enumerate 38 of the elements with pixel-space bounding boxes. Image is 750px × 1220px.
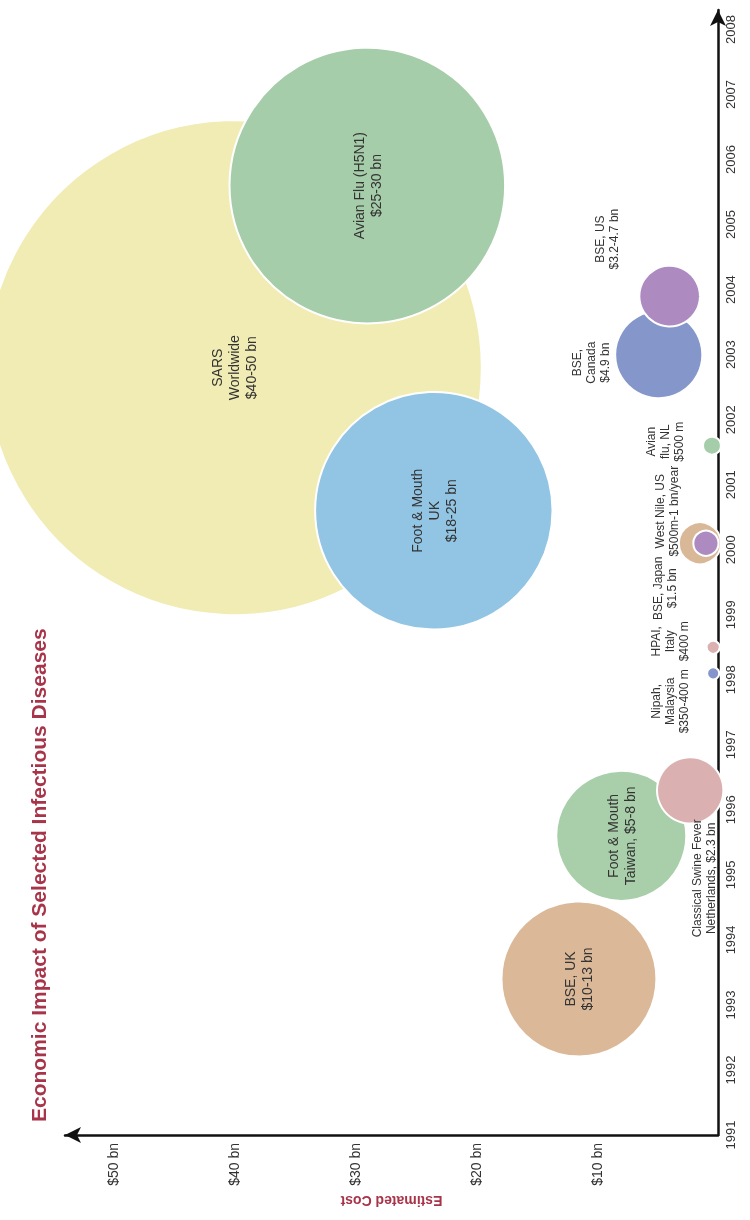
y-tick-label: 1996: [723, 795, 738, 825]
x-tick-label: $10 bn: [589, 1143, 606, 1186]
y-tick-label: 2008: [723, 15, 738, 44]
y-tick-label: 1994: [723, 925, 738, 955]
y-tick-label: 1999: [723, 600, 738, 630]
data-label: Nipah, Malaysia $350-400 m: [649, 669, 692, 734]
y-tick-label: 2007: [723, 80, 738, 109]
y-tick-label: 2000: [723, 535, 738, 565]
data-label: Foot & Mouth UK $18-25 bn: [408, 468, 459, 553]
data-label: Avian Flu (H5N1) $25-30 bn: [350, 132, 384, 240]
y-tick-label: 2005: [723, 210, 738, 240]
data-label: BSE, Japan $1.5 bn: [650, 556, 679, 620]
data-label: BSE, Canada $4.9 bn: [569, 341, 612, 384]
y-tick-label: 2001: [723, 470, 738, 500]
y-tick-label: 1993: [723, 990, 738, 1020]
y-tick-label: 1992: [723, 1055, 738, 1085]
data-label: HPAI, Italy $400 m: [649, 621, 692, 662]
x-axis-title: Estimated Cost: [340, 1192, 443, 1209]
data-label: SARS Worldwide $40-50 bn: [209, 334, 260, 401]
y-tick-label: 2002: [723, 405, 738, 435]
y-tick-label: 2003: [723, 340, 738, 370]
y-tick-label: 2004: [723, 275, 738, 305]
data-label: BSE, UK $10-13 bn: [562, 947, 596, 1011]
data-label: Avian flu, NL $500 m: [643, 421, 686, 462]
x-tick-label: $50 bn: [105, 1143, 122, 1186]
y-tick-label: 1995: [723, 860, 738, 890]
x-tick-label: $30 bn: [347, 1143, 364, 1186]
y-tick-label: 1991: [723, 1120, 738, 1150]
text: Economic Impact of Selected Infectious Diseases: [26, 628, 50, 1122]
x-tick-label: $40 bn: [226, 1143, 243, 1186]
y-tick-label: 2006: [723, 145, 738, 175]
data-label: BSE, US $3.2-4.7 bn: [592, 208, 621, 270]
x-tick-label: $20 bn: [468, 1143, 485, 1186]
y-tick-label: 1998: [723, 665, 738, 695]
y-tick-label: 1997: [723, 730, 738, 760]
data-label: Foot & Mouth Taiwan, $5-8 bn: [604, 786, 638, 886]
data-label: Classical Swine Fever Netherlands, $2.3 bn: [690, 819, 719, 938]
data-label: West Nile, US $500m-1 bn/year: [652, 465, 681, 557]
